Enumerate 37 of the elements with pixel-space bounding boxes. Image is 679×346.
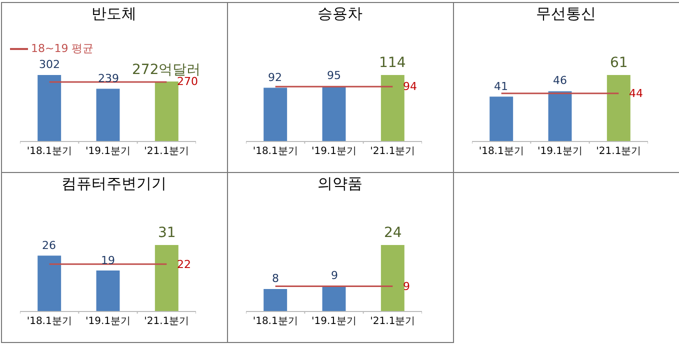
chart-title: 무선통신: [536, 4, 596, 23]
data-label: 114: [379, 55, 406, 71]
data-label: 239: [98, 72, 119, 85]
data-label: 272억달러: [132, 62, 201, 78]
chart-title: 반도체: [92, 4, 136, 23]
x-tick-label: '21.1분기: [370, 146, 416, 157]
data-label: 31: [158, 225, 176, 241]
data-label: 26: [42, 239, 56, 252]
data-label: 95: [327, 69, 341, 82]
x-tick-label: '21.1분기: [144, 316, 190, 327]
data-label: 19: [101, 254, 115, 267]
text: 18~19 평균: [31, 42, 94, 55]
data-label: 8: [272, 272, 279, 285]
x-tick-label: '21.1분기: [370, 316, 416, 327]
x-tick-label: '21.1분기: [144, 146, 190, 157]
chart-title: 의약품: [318, 174, 362, 193]
x-tick-label: '18.1분기: [478, 146, 524, 157]
data-label: 41: [494, 80, 508, 93]
x-tick-label: '18.1분기: [252, 146, 298, 157]
x-tick-label: '19.1분기: [85, 146, 131, 157]
x-tick-label: '18.1분기: [26, 316, 72, 327]
x-tick-label: '19.1분기: [311, 316, 357, 327]
x-tick-label: '19.1분기: [311, 146, 357, 157]
data-label: 46: [553, 74, 567, 87]
chart-title: 승용차: [318, 4, 362, 23]
x-tick-label: '19.1분기: [85, 316, 131, 327]
data-label: 61: [610, 55, 628, 71]
data-label: 9: [331, 269, 338, 282]
x-tick-label: '18.1분기: [26, 146, 72, 157]
data-label: 24: [384, 225, 402, 241]
chart-title: 컴퓨터주변기기: [62, 174, 166, 193]
data-label: 92: [268, 71, 282, 84]
ref-line-label: 270: [177, 75, 198, 88]
x-tick-label: '18.1분기: [252, 316, 298, 327]
x-tick-label: '19.1분기: [537, 146, 583, 157]
x-tick-label: '21.1분기: [596, 146, 642, 157]
data-label: 302: [39, 58, 60, 71]
